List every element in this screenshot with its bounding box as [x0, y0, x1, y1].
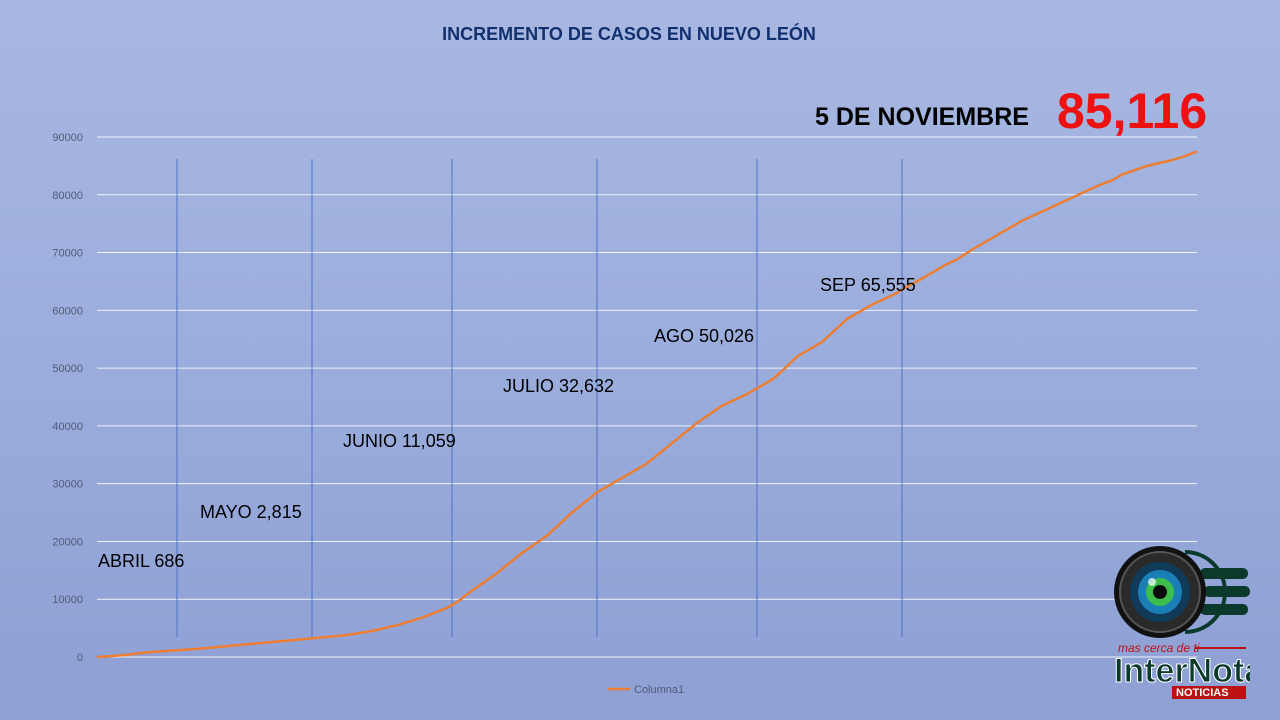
y-axis-ticks: 0 10000 20000 30000 40000 50000 60000 70000 8000… [52, 132, 83, 664]
y-tick-label: 80000 [52, 190, 83, 202]
y-tick-label: 20000 [52, 536, 83, 548]
annotation-abril: ABRIL 686 [98, 551, 185, 571]
month-separators [176, 159, 903, 637]
series-line [96, 150, 1198, 659]
logo-brand: InterNota [1114, 652, 1250, 690]
gridlines [97, 136, 1197, 658]
annotation-ago: AGO 50,026 [654, 326, 755, 346]
annotation-mayo: MAYO 2,815 [200, 502, 302, 522]
legend-label: Columna1 [634, 684, 684, 696]
y-tick-label: 70000 [52, 248, 83, 260]
y-tick-label: 10000 [52, 594, 83, 606]
y-tick-label: 0 [77, 652, 83, 664]
series-layer [96, 150, 1198, 659]
camera-lens-icon [1114, 546, 1250, 638]
y-tick-label: 30000 [52, 479, 83, 491]
annotation-sep: SEP 65,555 [820, 275, 916, 295]
annotation-julio: JULIO 32,632 [503, 376, 615, 396]
y-tick-label: 90000 [52, 132, 83, 144]
logo-sub: NOTICIAS [1176, 687, 1229, 699]
y-tick-label: 60000 [52, 305, 83, 317]
internota-logo: mas cerca de ti InterNota NOTICIAS [1114, 546, 1250, 699]
logo-tagline: mas cerca de ti [1118, 641, 1200, 655]
annotation-junio: JUNIO 11,059 [343, 431, 456, 451]
date-label: 5 DE NOVIEMBRE [815, 103, 1029, 131]
total-cases: 85,116 [1057, 83, 1208, 139]
chart-title: INCREMENTO DE CASOS EN NUEVO LEÓN [442, 24, 816, 44]
y-tick-label: 40000 [52, 421, 83, 433]
y-tick-label: 50000 [52, 363, 83, 375]
legend: Columna1 [608, 684, 684, 696]
